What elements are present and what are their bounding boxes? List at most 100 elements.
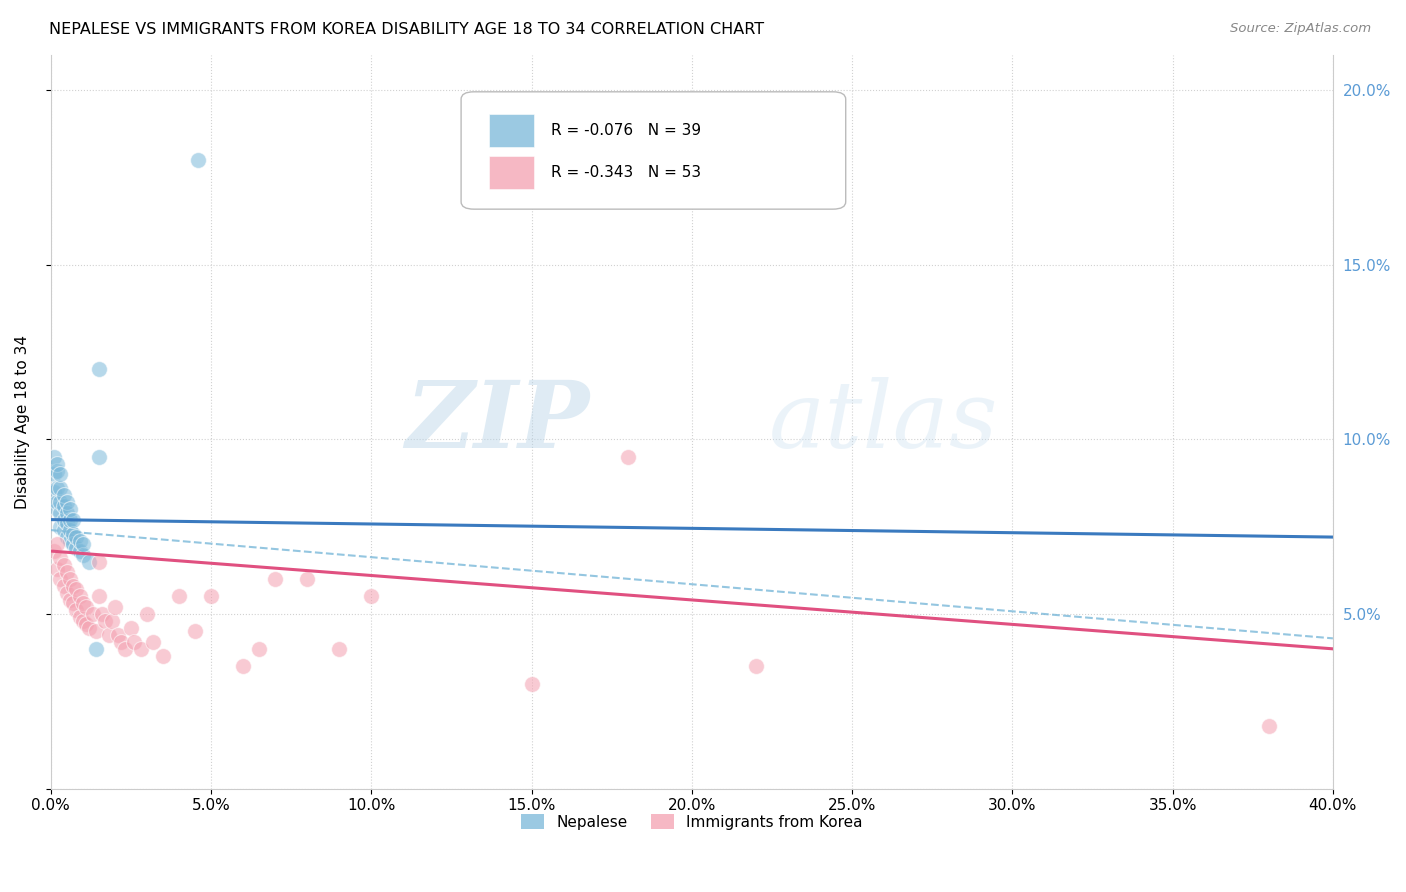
Point [72, 596, 94, 610]
Point [62, 513, 84, 527]
Point [56, 495, 79, 509]
Point [84, 641, 107, 656]
Point [142, 635, 165, 649]
Point [297, 572, 319, 586]
Point [65, 541, 87, 555]
Point [59, 523, 82, 537]
Point [107, 628, 129, 642]
Point [52, 499, 75, 513]
Point [100, 614, 122, 628]
Point [46, 495, 69, 509]
Point [247, 641, 270, 656]
Point [56, 516, 79, 530]
Legend: Nepalese, Immigrants from Korea: Nepalese, Immigrants from Korea [515, 807, 869, 836]
Point [56, 530, 79, 544]
Point [91, 607, 114, 621]
Point [232, 659, 254, 673]
Point [87, 450, 110, 464]
Point [82, 607, 104, 621]
Point [616, 450, 638, 464]
Point [264, 572, 287, 586]
Point [59, 533, 82, 548]
Point [42, 544, 65, 558]
Point [46, 481, 69, 495]
Point [328, 641, 350, 656]
Point [49, 467, 72, 482]
Point [59, 502, 82, 516]
Text: atlas: atlas [769, 376, 998, 467]
Point [59, 572, 82, 586]
Text: R = -0.343   N = 53: R = -0.343 N = 53 [551, 165, 702, 180]
Point [69, 544, 91, 558]
Point [46, 537, 69, 551]
Point [97, 628, 120, 642]
Point [187, 153, 209, 167]
Point [122, 635, 145, 649]
Point [49, 495, 72, 509]
FancyBboxPatch shape [461, 92, 846, 209]
Point [62, 526, 84, 541]
Point [59, 513, 82, 527]
Point [69, 590, 91, 604]
Point [56, 506, 79, 520]
Text: R = -0.076   N = 39: R = -0.076 N = 39 [551, 123, 702, 138]
Point [360, 590, 382, 604]
Point [72, 537, 94, 551]
Point [46, 457, 69, 471]
Point [49, 506, 72, 520]
Point [129, 641, 152, 656]
Point [110, 635, 132, 649]
Point [56, 565, 79, 579]
Point [52, 523, 75, 537]
Point [120, 621, 142, 635]
Point [75, 599, 97, 614]
Point [49, 519, 72, 533]
Point [65, 530, 87, 544]
Point [152, 648, 174, 663]
Point [79, 555, 101, 569]
Point [136, 607, 159, 621]
Point [65, 603, 87, 617]
Point [1257, 719, 1279, 733]
Point [184, 624, 207, 639]
Text: NEPALESE VS IMMIGRANTS FROM KOREA DISABILITY AGE 18 TO 34 CORRELATION CHART: NEPALESE VS IMMIGRANTS FROM KOREA DISABI… [49, 22, 765, 37]
Point [520, 677, 543, 691]
Point [62, 579, 84, 593]
Point [87, 590, 110, 604]
Point [49, 551, 72, 566]
Point [72, 614, 94, 628]
Y-axis label: Disability Age 18 to 34: Disability Age 18 to 34 [15, 334, 30, 508]
Point [65, 582, 87, 597]
Point [52, 488, 75, 502]
Point [62, 596, 84, 610]
Point [84, 624, 107, 639]
Point [62, 537, 84, 551]
Point [49, 481, 72, 495]
Point [42, 450, 65, 464]
Point [69, 610, 91, 624]
Point [75, 617, 97, 632]
Point [167, 590, 190, 604]
Point [56, 586, 79, 600]
Point [87, 555, 110, 569]
FancyBboxPatch shape [489, 155, 534, 188]
Point [200, 590, 222, 604]
Point [52, 558, 75, 572]
Point [46, 464, 69, 478]
Point [87, 362, 110, 376]
Point [59, 593, 82, 607]
Point [42, 467, 65, 482]
Point [104, 599, 127, 614]
Point [49, 572, 72, 586]
Point [46, 502, 69, 516]
Point [94, 614, 117, 628]
FancyBboxPatch shape [489, 114, 534, 147]
Point [114, 641, 136, 656]
Text: Source: ZipAtlas.com: Source: ZipAtlas.com [1230, 22, 1371, 36]
Point [72, 548, 94, 562]
Point [79, 621, 101, 635]
Point [46, 561, 69, 575]
Point [52, 579, 75, 593]
Point [69, 533, 91, 548]
Point [745, 659, 768, 673]
